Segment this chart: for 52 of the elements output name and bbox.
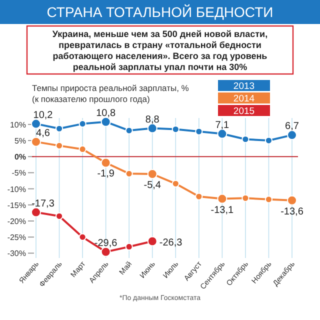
chart-subtitle: Украина, меньше чем за 500 дней новой власти, превратилась в страну «тотальной бедности работающего населения». Всего за год уровень реальной зарплаты упал почти на 30% (52, 29, 268, 72)
point (287, 130, 297, 140)
point (172, 125, 180, 134)
text: 2014 (233, 94, 255, 104)
point (242, 135, 250, 144)
data-label: -29,6 (94, 238, 118, 249)
point (125, 242, 133, 251)
point (31, 207, 41, 218)
y-tick-label: 0% (14, 152, 26, 162)
point (55, 212, 64, 220)
data-label: 4,6 (36, 128, 50, 139)
text: 2013 (233, 81, 255, 92)
point (31, 136, 41, 147)
chart-title: СТРАНА ТОТАЛЬНОЙ БЕДНОСТИ (46, 4, 274, 20)
y-tick-label: 10% (10, 120, 26, 130)
y-tick-label: 5% (14, 136, 26, 146)
data-label: -26,3 (159, 237, 183, 248)
data-label: -13,1 (210, 204, 234, 216)
y-tick-label: -30% (7, 249, 26, 258)
text: 2015 (233, 106, 255, 117)
data-label: 10,2 (33, 110, 54, 121)
y-axis-title: Темпы прироста реальной зарплаты, % (к показателю прошлого года) (32, 83, 190, 104)
data-label: -5,4 (144, 180, 162, 191)
point (100, 246, 111, 257)
y-tick-label: -20% (7, 216, 26, 226)
y-tick-label: -25% (7, 233, 26, 242)
point (264, 136, 273, 144)
point (287, 195, 297, 206)
point (242, 194, 250, 202)
point (78, 120, 86, 128)
point (195, 128, 203, 136)
point (147, 236, 158, 246)
point (264, 196, 273, 204)
data-label: 7,1 (215, 120, 230, 131)
data-label: -13,6 (280, 206, 304, 218)
data-label: -17,3 (32, 198, 55, 210)
point (78, 233, 86, 241)
point (55, 124, 64, 132)
point (55, 142, 64, 150)
point (125, 126, 133, 134)
data-label: 8,8 (145, 114, 160, 126)
point (172, 180, 180, 188)
data-label: 6,7 (285, 121, 300, 132)
data-label: -1,9 (97, 168, 115, 180)
point (31, 118, 41, 129)
y-tick-label: -15% (7, 200, 26, 210)
point (125, 170, 133, 178)
y-tick-label: -10% (7, 184, 26, 194)
y-tick-label: -5% (12, 168, 26, 178)
point (195, 192, 203, 200)
data-label: 10,8 (96, 108, 116, 119)
point (78, 145, 86, 154)
